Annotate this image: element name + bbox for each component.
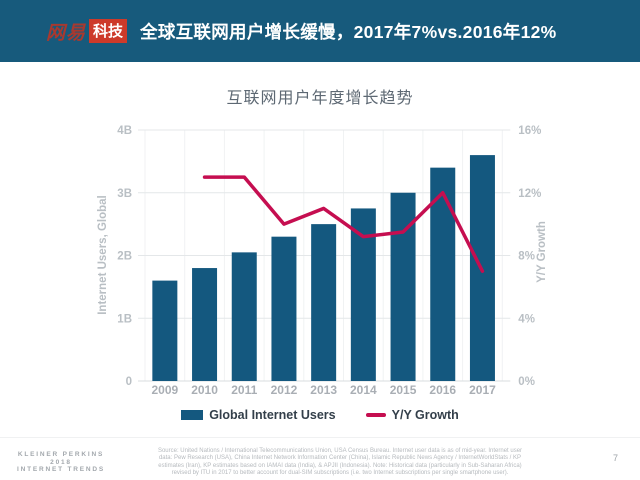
chart-legend: Global Internet Users Y/Y Growth [0,408,640,422]
left-axis-tick: 0 [126,376,132,388]
source-line-2: data: Pew Research (USA), China Internet… [158,455,522,462]
legend-item-users: Global Internet Users [181,408,336,422]
netease-logo-text[interactable]: 网易 [46,22,87,44]
legend-swatch-bar [181,410,204,420]
left-axis-tick: 1B [117,313,132,325]
footer-divider [0,437,640,438]
x-label-2012: 2012 [271,383,298,397]
growth-line [202,175,485,273]
left-axis-tick: 4B [117,125,132,137]
x-label-2016: 2016 [429,383,456,397]
left-axis-tick: 3B [117,188,132,200]
x-label-2015: 2015 [390,383,417,397]
chart-title: 互联网用户年度增长趋势 [226,90,414,107]
right-axis-tick: 4% [518,313,535,325]
footer-brand: KLEINER PERKINS 2018 INTERNET TRENDS [5,451,117,474]
article-title: 全球互联网用户增长缓慢，2017年7%vs.2016年12% [140,21,557,42]
x-label-2013: 2013 [310,383,337,397]
right-axis-tick: 8% [518,251,535,263]
brand-line-1: KLEINER PERKINS [17,451,105,458]
x-label-2011: 2011 [231,383,257,397]
legend-label-growth: Y/Y Growth [391,408,459,422]
x-label-2017: 2017 [469,383,496,397]
source-note: Source: United Nations / International T… [133,448,547,477]
legend-label-users: Global Internet Users [209,408,336,422]
growth-chart-svg: 0 0% 1B 4% 2B 8% 3B 12% 4B 16% 2009 2010 2011 2012 201… [117,125,541,397]
x-label-2010: 2010 [191,383,218,397]
brand-line-3: INTERNET TRENDS [16,466,106,474]
source-line-3: estimates (Iran), KP estimates based on … [158,462,522,469]
legend-swatch-line [365,413,386,417]
bar-2009 [152,280,178,381]
x-label-2014: 2014 [350,383,377,397]
legend-item-growth: Y/Y Growth [365,408,459,422]
right-axis-tick: 16% [518,125,541,137]
bar-2010 [192,268,218,381]
bar-2012 [271,236,297,381]
page-number: 7 [613,453,619,463]
logo-tech-badge[interactable]: 科技 [89,19,128,43]
x-label-2009: 2009 [151,383,178,397]
source-line-1: Source: United Nations / International T… [157,448,523,454]
right-axis-tick: 0% [518,376,535,388]
brand-line-2: 2018 [50,458,72,466]
header-bar: 网易 科技 全球互联网用户增长缓慢，2017年7%vs.2016年12% [0,0,640,62]
left-axis-tick: 2B [117,251,132,263]
right-axis-tick: 12% [518,188,541,200]
bar-2013 [311,224,337,381]
source-line-4: revised by ITU in 2017 to better account… [171,469,509,476]
bar-2011 [231,252,257,381]
